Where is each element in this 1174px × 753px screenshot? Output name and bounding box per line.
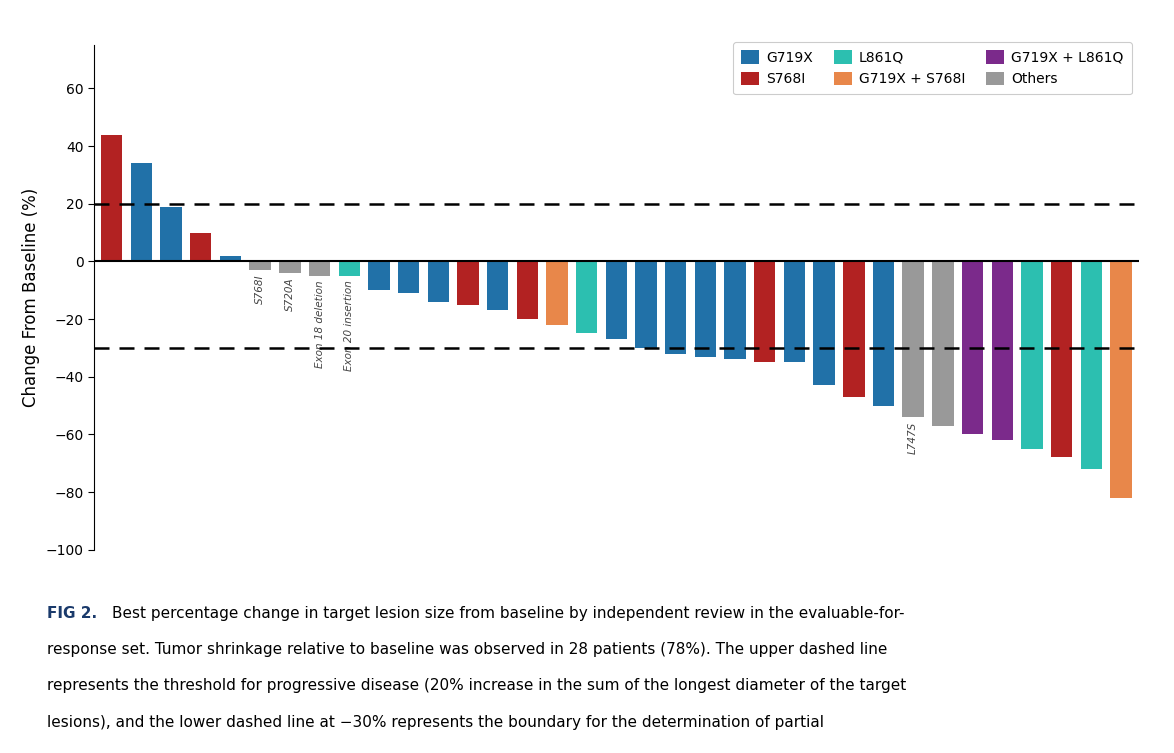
Text: L747S: L747S [909, 422, 918, 453]
Bar [190, 233, 211, 261]
Bar [606, 261, 627, 340]
Bar [932, 261, 953, 425]
Bar [695, 261, 716, 356]
Bar [962, 261, 984, 434]
Text: FIG 2.: FIG 2. [47, 606, 97, 621]
Bar [427, 261, 448, 302]
Bar [1111, 261, 1132, 498]
Bar [398, 261, 419, 293]
Bar [754, 261, 776, 362]
Bar [872, 261, 895, 406]
Bar [457, 261, 479, 305]
Text: Best percentage change in target lesion size from baseline by independent review: Best percentage change in target lesion … [112, 606, 904, 621]
Bar [517, 261, 538, 319]
Bar [249, 261, 271, 270]
Bar [369, 261, 390, 290]
Bar [576, 261, 598, 334]
Bar [1051, 261, 1072, 457]
Bar [161, 206, 182, 261]
Bar [814, 261, 835, 386]
Text: lesions), and the lower dashed line at −30% represents the boundary for the dete: lesions), and the lower dashed line at −… [47, 715, 824, 730]
Bar [487, 261, 508, 310]
Bar [1021, 261, 1043, 449]
Bar [784, 261, 805, 362]
Bar [309, 261, 330, 276]
Bar [992, 261, 1013, 441]
Text: represents the threshold for progressive disease (20% increase in the sum of the: represents the threshold for progressive… [47, 678, 906, 694]
Bar [1080, 261, 1102, 469]
Y-axis label: Change From Baseline (%): Change From Baseline (%) [22, 187, 40, 407]
Text: S720A: S720A [285, 277, 295, 311]
Bar [279, 261, 301, 273]
Bar [101, 135, 122, 261]
Text: Exon 18 deletion: Exon 18 deletion [315, 280, 324, 367]
Bar [635, 261, 656, 348]
Bar [546, 261, 568, 325]
Legend: G719X, S768I, L861Q, G719X + S768I, G719X + L861Q, Others: G719X, S768I, L861Q, G719X + S768I, G719… [733, 42, 1132, 94]
Bar [903, 261, 924, 417]
Text: Exon 20 insertion: Exon 20 insertion [344, 280, 355, 371]
Text: response set. Tumor shrinkage relative to baseline was observed in 28 patients (: response set. Tumor shrinkage relative t… [47, 642, 888, 657]
Bar [220, 255, 241, 261]
Bar [843, 261, 864, 397]
Bar [664, 261, 687, 354]
Bar [130, 163, 153, 261]
Text: S768I: S768I [255, 274, 265, 304]
Text: response.: response. [47, 751, 122, 753]
Bar [338, 261, 360, 276]
Bar [724, 261, 745, 359]
